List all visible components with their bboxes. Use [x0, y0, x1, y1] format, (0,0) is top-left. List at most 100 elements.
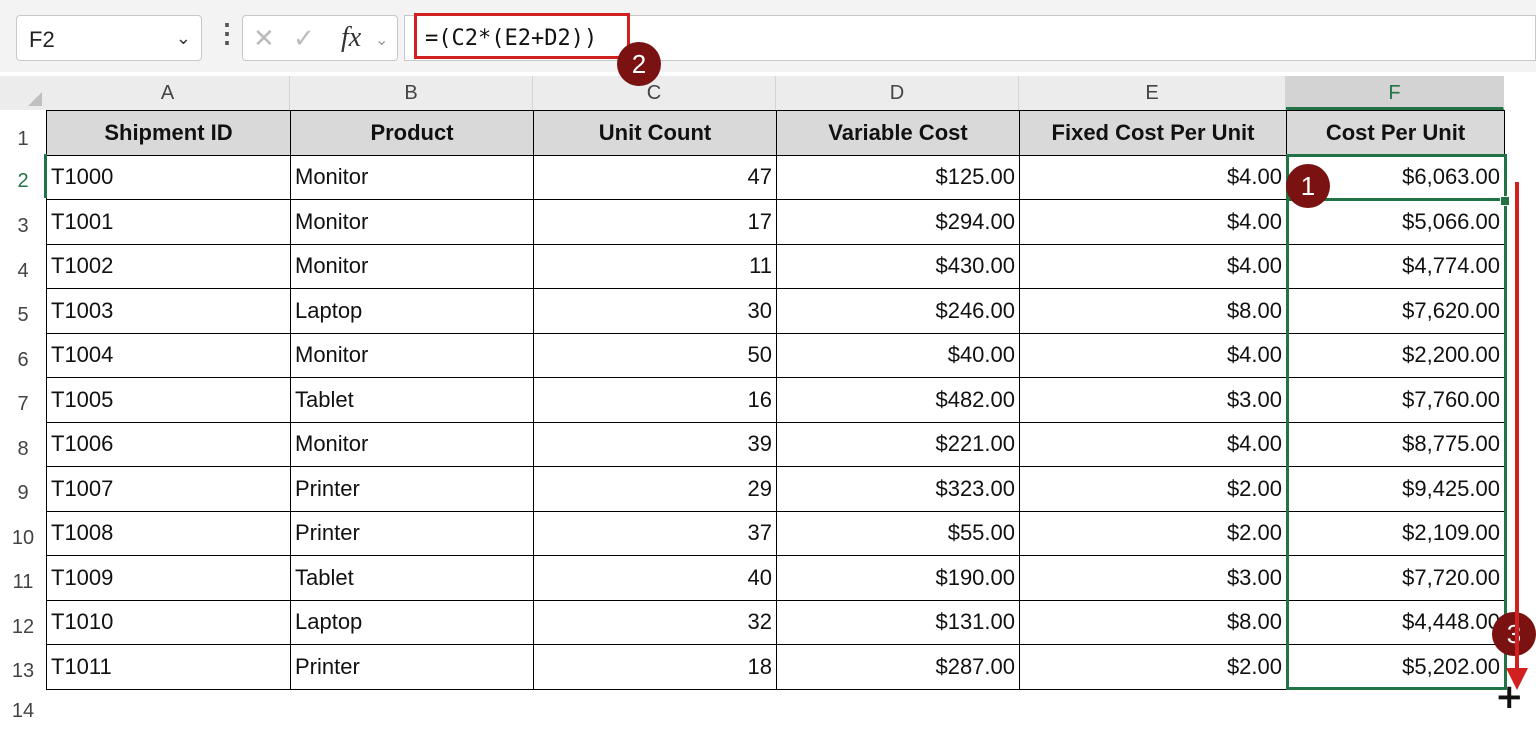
- cell-product[interactable]: Printer: [290, 466, 534, 512]
- cell-shipment-id[interactable]: T1003: [46, 288, 291, 334]
- formula-input[interactable]: =(C2*(E2+D2)): [404, 15, 1536, 61]
- row-header-13[interactable]: 13: [0, 644, 46, 689]
- row-header-2[interactable]: 2: [0, 154, 46, 199]
- cell-shipment-id[interactable]: T1002: [46, 243, 291, 289]
- cell-variable-cost[interactable]: $125.00: [776, 154, 1020, 200]
- header-variable-cost[interactable]: Variable Cost: [776, 110, 1020, 156]
- cell-product[interactable]: Monitor: [290, 332, 534, 378]
- cell-product[interactable]: Monitor: [290, 199, 534, 245]
- cell-shipment-id[interactable]: T1008: [46, 510, 291, 556]
- row-header-5[interactable]: 5: [0, 288, 46, 333]
- cell-shipment-id[interactable]: T1005: [46, 377, 291, 423]
- cell-variable-cost[interactable]: $190.00: [776, 555, 1020, 601]
- cell-unit-count[interactable]: 39: [533, 421, 777, 467]
- cell-cost-per-unit[interactable]: $4,774.00: [1286, 243, 1505, 289]
- header-fixed-cost-per-unit[interactable]: Fixed Cost Per Unit: [1019, 110, 1287, 156]
- cell-unit-count[interactable]: 50: [533, 332, 777, 378]
- cell-product[interactable]: Tablet: [290, 555, 534, 601]
- row-header-12[interactable]: 12: [0, 600, 46, 644]
- cell-variable-cost[interactable]: $40.00: [776, 332, 1020, 378]
- cell-unit-count[interactable]: 40: [533, 555, 777, 601]
- header-unit-count[interactable]: Unit Count: [533, 110, 777, 156]
- cell-variable-cost[interactable]: $55.00: [776, 510, 1020, 556]
- row-header-3[interactable]: 3: [0, 199, 46, 244]
- cell-unit-count[interactable]: 37: [533, 510, 777, 556]
- header-cost-per-unit[interactable]: Cost Per Unit: [1286, 110, 1505, 156]
- row-header-14[interactable]: 14: [0, 689, 46, 723]
- cell-product[interactable]: Printer: [290, 510, 534, 556]
- cell-product[interactable]: Monitor: [290, 421, 534, 467]
- cell-fixed-cost[interactable]: $3.00: [1019, 555, 1287, 601]
- cell-fixed-cost[interactable]: $8.00: [1019, 288, 1287, 334]
- cell-shipment-id[interactable]: T1010: [46, 599, 291, 645]
- row-header-10[interactable]: 10: [0, 511, 46, 555]
- cell-unit-count[interactable]: 18: [533, 644, 777, 690]
- cell-unit-count[interactable]: 16: [533, 377, 777, 423]
- cell-product[interactable]: Laptop: [290, 288, 534, 334]
- column-header-a[interactable]: A: [46, 76, 290, 110]
- cell-fixed-cost[interactable]: $2.00: [1019, 510, 1287, 556]
- cell-cost-per-unit[interactable]: $9,425.00: [1286, 466, 1505, 512]
- cell-unit-count[interactable]: 32: [533, 599, 777, 645]
- cell-fixed-cost[interactable]: $4.00: [1019, 243, 1287, 289]
- cell-shipment-id[interactable]: T1000: [46, 154, 291, 200]
- cell-cost-per-unit[interactable]: $4,448.00: [1286, 599, 1505, 645]
- cell-variable-cost[interactable]: $221.00: [776, 421, 1020, 467]
- column-header-f[interactable]: F: [1286, 76, 1504, 110]
- cell-variable-cost[interactable]: $246.00: [776, 288, 1020, 334]
- row-header-9[interactable]: 9: [0, 466, 46, 511]
- cell-cost-per-unit[interactable]: $2,200.00: [1286, 332, 1505, 378]
- cell-shipment-id[interactable]: T1001: [46, 199, 291, 245]
- cell-product[interactable]: Printer: [290, 644, 534, 690]
- cell-shipment-id[interactable]: T1011: [46, 644, 291, 690]
- cell-product[interactable]: Tablet: [290, 377, 534, 423]
- column-header-b[interactable]: B: [290, 76, 533, 110]
- cell-fixed-cost[interactable]: $4.00: [1019, 332, 1287, 378]
- row-header-6[interactable]: 6: [0, 333, 46, 377]
- cell-shipment-id[interactable]: T1009: [46, 555, 291, 601]
- name-box[interactable]: F2 ⌄: [16, 15, 202, 61]
- fx-icon[interactable]: fx: [341, 22, 362, 53]
- cell-unit-count[interactable]: 17: [533, 199, 777, 245]
- cell-unit-count[interactable]: 11: [533, 243, 777, 289]
- cell-variable-cost[interactable]: $430.00: [776, 243, 1020, 289]
- cell-variable-cost[interactable]: $482.00: [776, 377, 1020, 423]
- cell-variable-cost[interactable]: $131.00: [776, 599, 1020, 645]
- cell-cost-per-unit[interactable]: $2,109.00: [1286, 510, 1505, 556]
- column-header-e[interactable]: E: [1019, 76, 1286, 110]
- check-icon[interactable]: ✓: [293, 24, 315, 54]
- column-header-d[interactable]: D: [776, 76, 1019, 110]
- cell-cost-per-unit[interactable]: $8,775.00: [1286, 421, 1505, 467]
- row-header-4[interactable]: 4: [0, 244, 46, 288]
- cell-product[interactable]: Monitor: [290, 243, 534, 289]
- fill-handle[interactable]: [1500, 196, 1510, 206]
- cell-fixed-cost[interactable]: $2.00: [1019, 644, 1287, 690]
- cell-fixed-cost[interactable]: $4.00: [1019, 421, 1287, 467]
- cell-unit-count[interactable]: 47: [533, 154, 777, 200]
- cell-cost-per-unit[interactable]: $5,202.00: [1286, 644, 1505, 690]
- cell-cost-per-unit[interactable]: $7,720.00: [1286, 555, 1505, 601]
- row-header-1[interactable]: 1: [0, 110, 46, 154]
- row-header-7[interactable]: 7: [0, 377, 46, 422]
- cell-fixed-cost[interactable]: $3.00: [1019, 377, 1287, 423]
- cell-product[interactable]: Laptop: [290, 599, 534, 645]
- header-product[interactable]: Product: [290, 110, 534, 156]
- cell-variable-cost[interactable]: $323.00: [776, 466, 1020, 512]
- cell-unit-count[interactable]: 29: [533, 466, 777, 512]
- cell-cost-per-unit[interactable]: $5,066.00: [1286, 199, 1505, 245]
- row-header-11[interactable]: 11: [0, 555, 46, 600]
- cell-shipment-id[interactable]: T1004: [46, 332, 291, 378]
- cell-cost-per-unit[interactable]: $7,620.00: [1286, 288, 1505, 334]
- cell-fixed-cost[interactable]: $2.00: [1019, 466, 1287, 512]
- chevron-down-icon[interactable]: ⌄: [175, 28, 191, 48]
- cell-unit-count[interactable]: 30: [533, 288, 777, 334]
- header-shipment-id[interactable]: Shipment ID: [46, 110, 291, 156]
- cell-variable-cost[interactable]: $287.00: [776, 644, 1020, 690]
- row-header-8[interactable]: 8: [0, 422, 46, 466]
- cell-cost-per-unit[interactable]: $6,063.00: [1286, 154, 1505, 200]
- cell-fixed-cost[interactable]: $4.00: [1019, 199, 1287, 245]
- close-icon[interactable]: ✕: [253, 24, 275, 54]
- cell-product[interactable]: Monitor: [290, 154, 534, 200]
- cell-fixed-cost[interactable]: $8.00: [1019, 599, 1287, 645]
- chevron-down-icon[interactable]: ⌄: [375, 32, 389, 49]
